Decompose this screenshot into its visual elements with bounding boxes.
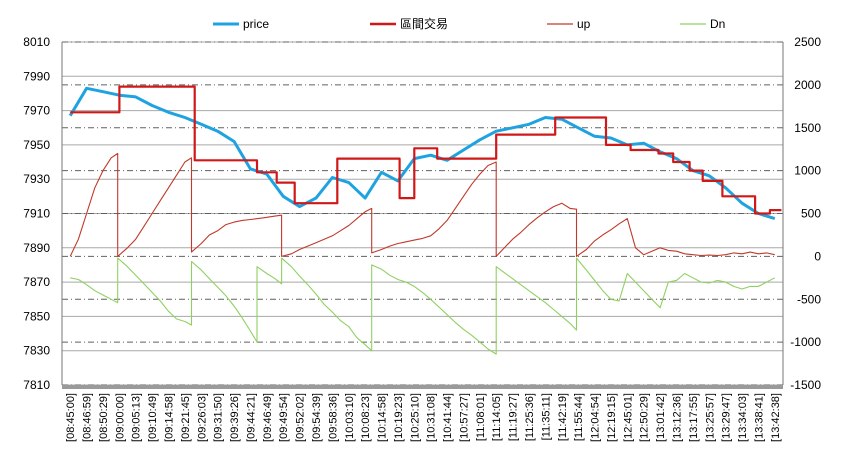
y-right-tick-label: 1000 [794,164,821,178]
y-left-tick-label: 7850 [23,309,50,323]
x-tick-label: [09:31:50] [213,393,225,442]
y-left-tick-label: 7950 [23,138,50,152]
y-axis-right: 2500 2000 1500 1000 500 0 -500 -1000 -1500 [790,35,821,392]
x-tick-label: [09:14:58] [164,393,176,442]
x-tick-label: [13:29:47] [721,393,733,442]
x-tick-label: [11:08:01] [475,393,487,441]
legend-label: up [577,17,591,31]
y-left-tick-label: 7890 [23,241,50,255]
x-tick-label: [09:00:00] [114,393,126,442]
plot-area [68,85,782,355]
y-right-tick-label: 2000 [794,78,821,92]
legend: price 區間交易 up Dn [213,16,725,31]
x-tick-label: [11:14:05] [491,393,503,441]
x-tick-label: [09:54:39] [311,393,323,442]
y-right-tick-label: -1000 [790,335,821,349]
y-right-tick-label: 2500 [794,35,821,49]
x-tick-label: [09:39:26] [229,393,241,442]
x-tick-label: [10:25:10] [409,393,421,442]
y-right-tick-label: -500 [797,292,821,306]
y-left-tick-label: 7930 [23,172,50,186]
x-tick-label: [11:35:11] [540,393,552,440]
x-tick-label: [10:14:58] [377,393,389,442]
x-tick-label: [09:49:54] [278,393,290,442]
x-tick-label: [10:57:27] [458,393,470,442]
x-tick-label: [12:50:29] [639,393,651,442]
x-tick-label: [13:38:41] [753,393,765,442]
x-tick-label: [11:19:27] [508,393,520,441]
y-right-tick-label: 500 [801,207,821,221]
y-left-tick-label: 7910 [23,207,50,221]
legend-label: Dn [710,17,725,31]
x-tick-label: [12:45:01] [622,393,634,442]
x-tick-label: [09:46:49] [262,393,274,442]
series-line-dn [70,257,776,355]
x-tick-label: [10:03:10] [344,393,356,442]
x-tick-label: [11:25:36] [524,393,536,441]
y-right-tick-label: 1500 [794,121,821,135]
y-left-tick-label: 7810 [23,378,50,392]
x-tick-label: [13:34:03] [737,393,749,442]
y-right-tick-label: 0 [814,249,821,263]
x-tick-label: [13:01:42] [655,393,667,442]
x-tick-label: [11:42:19] [557,393,569,441]
x-tick-label: [08:45:00] [65,393,77,442]
y-left-tick-label: 7970 [23,104,50,118]
x-tick-label: [09:44:21] [245,393,257,442]
x-tick-label: [09:21:45] [180,393,192,442]
x-tick-label: [12:19:15] [606,393,618,442]
y-left-tick-label: 8010 [23,35,50,49]
x-tick-label: [13:12:36] [671,393,683,442]
y-axis-left: 8010 7990 7970 7950 7930 7910 7890 7870 7850 7830… [23,35,50,392]
x-tick-label: [08:46:59] [82,393,94,442]
x-tick-label: [11:55:44] [573,393,585,441]
x-tick-label: [09:52:02] [295,393,307,442]
x-tick-label: [13:25:57] [704,393,716,442]
legend-label: 區間交易 [400,16,448,31]
x-tick-label: [12:04:54] [590,393,602,442]
legend-label: price [243,17,269,31]
x-tick-label: [13:42:38] [770,393,782,442]
x-tick-label: [09:58:36] [327,393,339,442]
x-tick-label: [13:17:55] [688,393,700,442]
x-tick-label: [09:05:13] [131,393,143,442]
y-left-tick-label: 7830 [23,344,50,358]
x-tick-label: [09:10:49] [147,393,159,442]
x-tick-label: [10:31:08] [426,393,438,442]
x-tick-label: [08:50:29] [98,393,110,442]
x-tick-label: [10:08:23] [360,393,372,442]
y-left-tick-label: 7990 [23,69,50,83]
x-tick-label: [10:19:23] [393,393,405,442]
x-axis: [08:45:00] [08:46:59] [08:50:29] [09:00:00]… [65,393,782,442]
series-line-up [69,152,775,257]
y-right-tick-label: -1500 [790,378,821,392]
gridlines [61,41,784,389]
y-left-tick-label: 7870 [23,275,50,289]
plot-floor [62,385,783,389]
x-tick-label: [10:41:44] [442,393,454,442]
series-line-range-trade [70,85,782,215]
x-tick-label: [09:26:03] [196,393,208,442]
